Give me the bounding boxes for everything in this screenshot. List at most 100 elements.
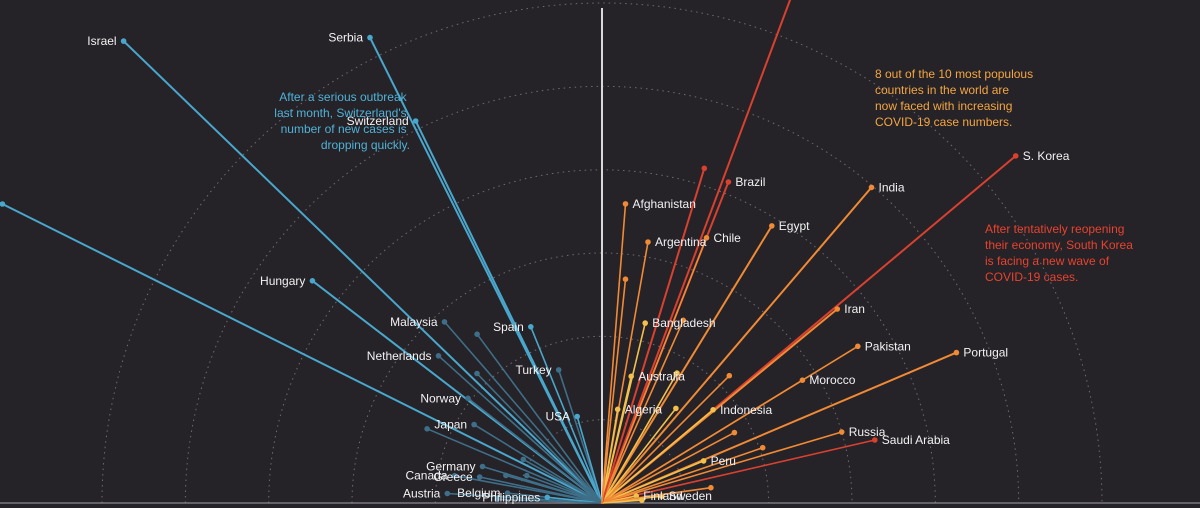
- country-line: [525, 474, 603, 504]
- country-line: [529, 325, 603, 504]
- country-label: Australia: [638, 369, 685, 383]
- country-label: Japan: [434, 418, 467, 432]
- country-label: Peru: [711, 454, 736, 468]
- country-line: [601, 167, 706, 504]
- annotation-populous: 8 out of the 10 most populous countries …: [875, 67, 1036, 129]
- country-point: [759, 444, 766, 451]
- country-line: [505, 474, 603, 504]
- country-point: [680, 317, 687, 324]
- country-line: [522, 458, 603, 504]
- country-point: [474, 331, 480, 338]
- country-line: [601, 407, 677, 504]
- country-point: [726, 372, 733, 379]
- country-point: [953, 349, 960, 356]
- country-point: [476, 474, 483, 480]
- country-line: [496, 498, 603, 504]
- country-label: Switzerland: [347, 114, 409, 128]
- country-point: [834, 306, 841, 312]
- country-label: Portugal: [963, 346, 1008, 360]
- country-label: Israel: [87, 34, 116, 48]
- country-line: [601, 439, 876, 504]
- country-line: [601, 486, 712, 504]
- country-point: [528, 324, 534, 330]
- country-line: [576, 415, 603, 504]
- country-label: Hungary: [260, 274, 305, 288]
- country-point: [524, 472, 530, 479]
- country-label: Chile: [714, 231, 742, 245]
- country-line: [601, 408, 619, 504]
- country-line: [443, 321, 603, 504]
- country-point: [520, 456, 527, 463]
- country-label: Afghanistan: [633, 197, 696, 211]
- country-label: Turkey: [515, 363, 551, 377]
- country-point: [1012, 153, 1019, 159]
- country-label: Belgium: [457, 486, 500, 500]
- country-line: [601, 237, 708, 504]
- country-point: [674, 370, 680, 376]
- country-point: [435, 353, 442, 359]
- country-point: [645, 239, 651, 245]
- country-label: India: [879, 180, 905, 194]
- country-point: [838, 429, 845, 435]
- country-point: [673, 405, 679, 412]
- country-line: [557, 369, 603, 504]
- country-point: [769, 223, 775, 229]
- annotation-south-korea: After tentatively reopening their econom…: [985, 222, 1136, 284]
- country-label: Germany: [426, 460, 475, 474]
- country-point: [731, 429, 738, 436]
- country-label: USA: [546, 410, 571, 424]
- country-labels: EcuadorIsraelSerbiaSwitzerlandHungaryMal…: [87, 31, 1070, 505]
- country-point: [708, 484, 714, 491]
- country-point: [622, 276, 629, 283]
- country-label: Netherlands: [367, 349, 432, 363]
- country-point: [120, 38, 127, 44]
- country-line: [122, 40, 603, 504]
- country-label: Philippines: [482, 490, 540, 504]
- country-label: Algeria: [625, 402, 663, 416]
- country-point: [872, 437, 878, 443]
- country-label: Russia: [849, 425, 886, 439]
- country-point: [504, 490, 511, 496]
- country-label: Malaysia: [390, 315, 438, 329]
- country-label: Iran: [844, 302, 865, 316]
- country-label: S. Korea: [1023, 149, 1070, 163]
- country-point: [444, 490, 451, 497]
- country-point: [471, 421, 477, 428]
- country-line: [414, 120, 603, 504]
- country-point: [544, 494, 551, 501]
- country-label: Norway: [420, 391, 461, 405]
- country-line: [601, 186, 873, 504]
- country-point: [412, 118, 419, 124]
- country-point: [628, 373, 634, 380]
- country-line: [601, 446, 764, 504]
- country-label: Brazil: [735, 175, 765, 189]
- country-point: [0, 201, 6, 207]
- country-point: [639, 497, 645, 504]
- country-point: [700, 458, 707, 464]
- country-line: [476, 333, 603, 504]
- country-point: [642, 320, 648, 326]
- country-label: Sweden: [669, 489, 712, 503]
- country-point: [622, 201, 629, 207]
- country-label: Bangladesh: [652, 316, 715, 330]
- country-line: [453, 474, 603, 504]
- country-label: Spain: [493, 320, 524, 334]
- country-line: [437, 354, 603, 504]
- country-label: Egypt: [779, 219, 810, 233]
- country-point: [451, 472, 458, 479]
- country-point: [701, 165, 708, 172]
- country-line: [473, 423, 603, 504]
- country-label: Canada: [405, 469, 447, 483]
- country-point: [465, 395, 471, 402]
- country-point: [494, 496, 500, 503]
- country-line: [601, 431, 843, 504]
- country-point: [474, 370, 480, 377]
- country-label: Pakistan: [865, 339, 911, 353]
- country-point: [555, 367, 562, 373]
- country-label: Greece: [433, 470, 473, 484]
- country-point: [424, 426, 430, 432]
- country-line: [601, 460, 705, 504]
- country-label: Morocco: [809, 373, 855, 387]
- country-point: [441, 319, 448, 325]
- country-line: [601, 431, 736, 504]
